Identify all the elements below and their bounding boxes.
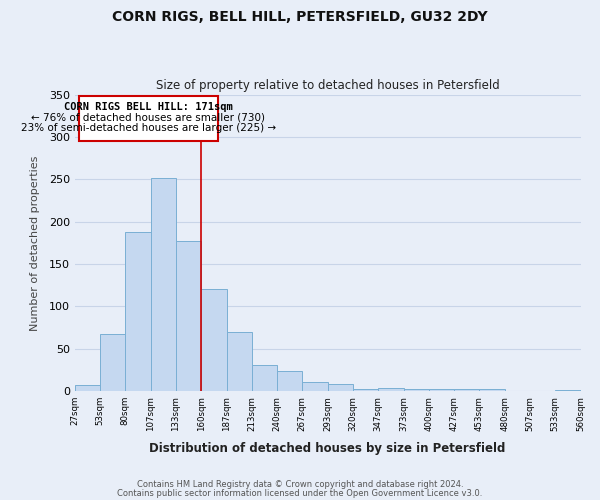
- Bar: [429, 388, 454, 391]
- FancyBboxPatch shape: [79, 96, 218, 141]
- Title: Size of property relative to detached houses in Petersfield: Size of property relative to detached ho…: [156, 79, 500, 92]
- Bar: [277, 371, 302, 391]
- Bar: [100, 334, 125, 391]
- Text: Contains HM Land Registry data © Crown copyright and database right 2024.: Contains HM Land Registry data © Crown c…: [137, 480, 463, 489]
- Bar: [555, 390, 581, 391]
- Bar: [227, 332, 252, 391]
- Bar: [479, 390, 505, 391]
- Bar: [125, 232, 151, 391]
- Text: CORN RIGS BELL HILL: 171sqm: CORN RIGS BELL HILL: 171sqm: [64, 102, 233, 112]
- Bar: [252, 365, 277, 391]
- Text: CORN RIGS, BELL HILL, PETERSFIELD, GU32 2DY: CORN RIGS, BELL HILL, PETERSFIELD, GU32 …: [112, 10, 488, 24]
- Bar: [75, 385, 100, 391]
- Bar: [201, 290, 227, 391]
- Bar: [151, 178, 176, 391]
- Text: ← 76% of detached houses are smaller (730): ← 76% of detached houses are smaller (73…: [31, 112, 265, 122]
- Bar: [302, 382, 328, 391]
- Bar: [176, 241, 201, 391]
- Bar: [404, 390, 429, 391]
- Text: Contains public sector information licensed under the Open Government Licence v3: Contains public sector information licen…: [118, 488, 482, 498]
- Text: 23% of semi-detached houses are larger (225) →: 23% of semi-detached houses are larger (…: [21, 122, 276, 132]
- X-axis label: Distribution of detached houses by size in Petersfield: Distribution of detached houses by size …: [149, 442, 506, 455]
- Y-axis label: Number of detached properties: Number of detached properties: [31, 155, 40, 330]
- Bar: [353, 390, 378, 391]
- Bar: [378, 388, 404, 391]
- Bar: [328, 384, 353, 391]
- Bar: [454, 390, 479, 391]
